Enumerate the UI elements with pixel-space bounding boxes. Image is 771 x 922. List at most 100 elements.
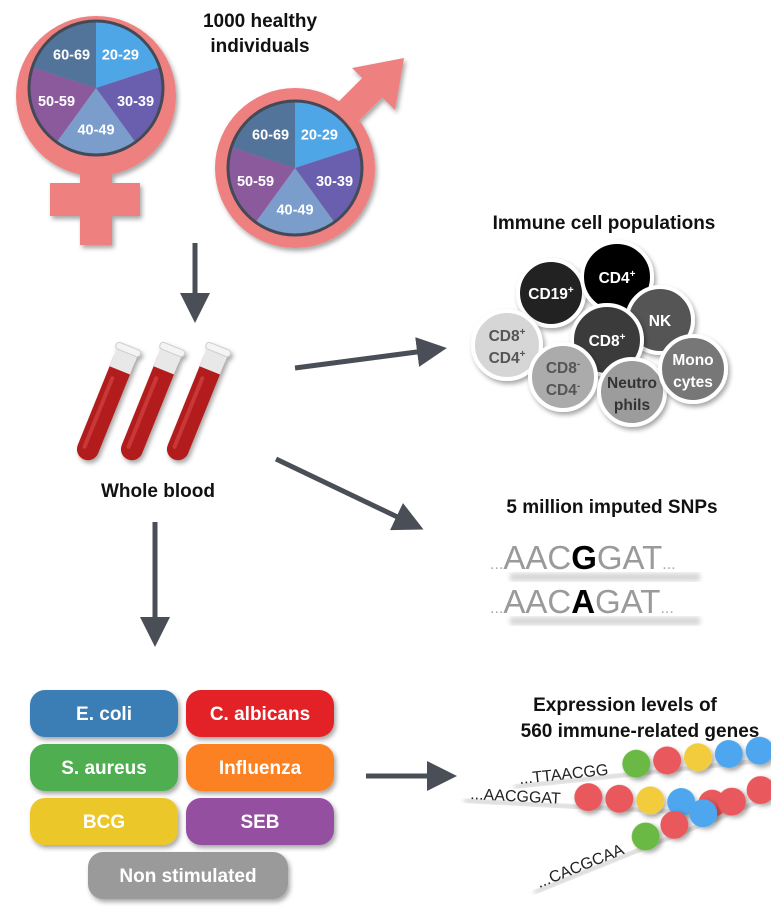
svg-text:CD8+: CD8+ bbox=[589, 332, 626, 350]
pie-label: 40-49 bbox=[77, 123, 114, 139]
stimuli-grid: E. coli C. albicans S. aureus Influenza BCG S… bbox=[30, 690, 334, 899]
stimulus-influenza: Influenza bbox=[186, 744, 334, 791]
cell-label: Mono bbox=[672, 352, 713, 369]
cell-label-sup: + bbox=[568, 285, 574, 296]
arrow-to-snps bbox=[274, 456, 424, 531]
pie-label: 50-59 bbox=[237, 174, 274, 190]
cell-label-sup: - bbox=[577, 359, 580, 370]
stimulus-c-albicans: C. albicans bbox=[186, 690, 334, 737]
svg-text:cytes: cytes bbox=[673, 374, 713, 391]
pie-slice bbox=[295, 101, 359, 168]
cohort-title-line2: individuals bbox=[210, 36, 309, 57]
svg-text:phils: phils bbox=[614, 397, 650, 414]
immune-cell-cd8cd4: CD8-CD4- bbox=[528, 342, 598, 412]
svg-text:Neutro: Neutro bbox=[607, 375, 657, 392]
cell-label: CD4 bbox=[489, 350, 520, 367]
pie-label: 60-69 bbox=[53, 47, 90, 63]
cell-label: Neutro bbox=[607, 375, 657, 392]
blood-tube-icon bbox=[120, 341, 186, 461]
immune-cell-cd19: CD19+ bbox=[516, 258, 586, 328]
cohort-title-line1: 1000 healthy bbox=[203, 11, 317, 32]
stimulus-non-stimulated: Non stimulated bbox=[88, 852, 288, 899]
pie-slice bbox=[228, 147, 295, 223]
cell-label-sup: + bbox=[520, 327, 526, 338]
svg-text:CD8+: CD8+ bbox=[489, 327, 526, 345]
svg-text:NK: NK bbox=[649, 313, 672, 330]
cell-label-sup: + bbox=[520, 349, 526, 360]
pie-label: 30-39 bbox=[117, 94, 154, 110]
cell-label: NK bbox=[649, 313, 672, 330]
immune-cell-cd4: CD4+ bbox=[580, 240, 654, 314]
gene-sequence-text: ...AACGGAT bbox=[470, 786, 561, 808]
pie-slice bbox=[231, 101, 295, 168]
stimulus-label: Non stimulated bbox=[119, 866, 256, 887]
immune-title: Immune cell populations bbox=[493, 213, 716, 234]
stimulus-seb: SEB bbox=[186, 798, 334, 845]
cell-label-sup: + bbox=[620, 332, 626, 343]
pie-border bbox=[27, 19, 165, 157]
svg-text:Mono: Mono bbox=[672, 352, 713, 369]
arrow-to-immune-cells bbox=[294, 337, 447, 371]
stimulus-s-aureus: S. aureus bbox=[30, 744, 178, 791]
svg-text:CD4-: CD4- bbox=[546, 381, 580, 399]
stimulus-bcg: BCG bbox=[30, 798, 178, 845]
pie-slice bbox=[96, 21, 160, 88]
expression-bead bbox=[574, 783, 603, 812]
stimulus-label: Influenza bbox=[219, 758, 302, 779]
svg-text:CD4+: CD4+ bbox=[489, 349, 526, 367]
snp-allele: A bbox=[571, 583, 595, 620]
expression-bead bbox=[714, 739, 743, 768]
pie-label: 20-29 bbox=[102, 47, 139, 63]
snp-sequences: ...AACGGAT... ...AACAGAT... bbox=[490, 539, 700, 625]
expression-bead bbox=[683, 743, 712, 772]
pie-border bbox=[226, 99, 364, 237]
gene-expression-sequences: ...TTAACGG...AACGGAT ...CACGCAA bbox=[463, 736, 771, 895]
expression-bead bbox=[667, 788, 696, 817]
stimulus-e-coli: E. coli bbox=[30, 690, 178, 737]
pie-slice bbox=[295, 147, 362, 223]
cell-label-sup: + bbox=[630, 269, 636, 280]
expression-bead bbox=[717, 787, 746, 816]
svg-text:CD8-: CD8- bbox=[546, 359, 580, 377]
expression-title-line2: 560 immune-related genes bbox=[521, 721, 760, 742]
cell-label: CD8 bbox=[589, 333, 620, 350]
pie-label: 20-29 bbox=[301, 127, 338, 143]
pie-label: 30-39 bbox=[316, 174, 353, 190]
svg-text:CD4+: CD4+ bbox=[599, 269, 636, 287]
stimulus-label: C. albicans bbox=[210, 704, 310, 725]
expression-bead bbox=[605, 784, 634, 813]
snp-allele: G bbox=[571, 539, 597, 576]
gene-sequence-text: ...TTAACGG bbox=[518, 762, 609, 788]
whole-blood-label: Whole blood bbox=[101, 481, 215, 502]
expression-bead bbox=[631, 822, 660, 851]
pie-slice bbox=[255, 168, 335, 235]
expression-bead bbox=[745, 736, 771, 765]
snps-title: 5 million imputed SNPs bbox=[506, 497, 717, 518]
pie-slice bbox=[32, 21, 96, 88]
cell-label: CD8 bbox=[546, 360, 577, 377]
gene-sequence: ...TTAACGG bbox=[513, 736, 771, 789]
immune-cell-cd8cd4: CD8+CD4+ bbox=[471, 309, 543, 381]
gene-sequence: ...AACGGAT bbox=[463, 783, 727, 818]
expression-bead bbox=[746, 776, 771, 805]
pie-label: 50-59 bbox=[38, 94, 75, 110]
snp-sequence: ...AACAGAT... bbox=[490, 583, 674, 620]
expression-title-line1: Expression levels of bbox=[533, 695, 717, 716]
expression-bead bbox=[689, 799, 718, 828]
stimulus-label: S. aureus bbox=[61, 758, 147, 779]
stimulus-label: SEB bbox=[240, 812, 279, 833]
stimulus-label: BCG bbox=[83, 812, 125, 833]
expression-bead bbox=[636, 786, 665, 815]
immune-cell-monocytes: Mono cytes bbox=[658, 334, 728, 404]
immune-cell-neutrophils: Neutro phils bbox=[597, 357, 667, 427]
snp-sequence: ...AACGGAT... bbox=[490, 539, 676, 576]
pie-label: 60-69 bbox=[252, 127, 289, 143]
cell-label: CD4 bbox=[546, 382, 577, 399]
svg-text:CD19+: CD19+ bbox=[528, 285, 574, 303]
expression-bead bbox=[622, 749, 651, 778]
blood-tubes-icon bbox=[76, 341, 232, 461]
